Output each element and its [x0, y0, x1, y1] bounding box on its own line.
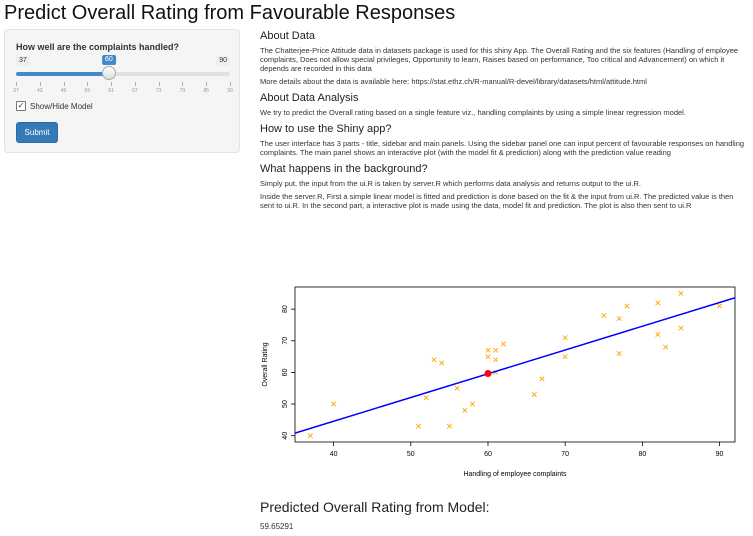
x-tick-label: 40: [330, 451, 338, 458]
data-point: [493, 347, 499, 353]
submit-button[interactable]: Submit: [16, 122, 58, 143]
slider-min-label: 37: [16, 56, 30, 66]
slider-label: How well are the complaints handled?: [16, 42, 180, 52]
show-model-checkbox[interactable]: ✓: [16, 101, 26, 111]
slider-grid-tick: [182, 82, 184, 86]
slider-grid-tick: [63, 82, 65, 86]
y-axis-label: Overall Rating: [262, 342, 269, 386]
x-tick-label: 80: [638, 451, 646, 458]
data-point: [663, 344, 669, 350]
plot-frame: [294, 286, 736, 443]
slider-grid-tick: [39, 82, 41, 86]
data-point: [678, 290, 684, 296]
slider-grid-label: 49: [60, 88, 67, 94]
slider-grid-tick: [87, 82, 89, 86]
y-tick-label: 70: [282, 337, 289, 345]
slider-value-label: 60: [101, 55, 116, 65]
data-point: [531, 392, 537, 398]
data-point: [485, 347, 491, 353]
y-tick-label: 40: [282, 432, 289, 440]
slider-grid-label: 85: [203, 88, 209, 94]
background-heading: What happens in the background?: [260, 163, 428, 175]
data-point: [446, 423, 452, 429]
slider-grid-label: 43: [36, 88, 43, 94]
data-point: [539, 376, 545, 382]
prediction-value: 59.65291: [260, 522, 294, 531]
data-point: [655, 300, 661, 306]
prediction-heading: Predicted Overall Rating from Model:: [260, 499, 490, 515]
background-text-1: Simply put, the input from the ui.R is t…: [260, 179, 642, 188]
how-to-heading: How to use the Shiny app?: [260, 123, 392, 135]
data-point: [462, 407, 468, 413]
slider-grid-label: 55: [84, 88, 91, 94]
data-point: [493, 357, 499, 363]
data-point: [415, 423, 422, 429]
show-model-checkbox-row[interactable]: ✓ Show/Hide Model: [16, 101, 93, 111]
slider-track[interactable]: [16, 72, 230, 76]
data-point: [485, 354, 491, 360]
about-data-link-text: More details about the data is available…: [260, 77, 647, 86]
data-point: [439, 360, 445, 366]
y-tick-label: 50: [282, 400, 289, 408]
main-panel: About Data The Chatterjee-Price Attitude…: [260, 30, 748, 210]
about-analysis-text: We try to predict the Overall rating bas…: [260, 108, 686, 117]
x-tick-label: 60: [484, 451, 492, 458]
data-point: [616, 350, 622, 356]
fit-line: [294, 297, 736, 434]
about-analysis-heading: About Data Analysis: [260, 92, 359, 104]
data-point: [678, 325, 684, 331]
regression-plot: 40 50 60 70 80 90 40 50 60 70 80 Handling of employ…: [262, 286, 736, 478]
data-point: [431, 357, 437, 363]
data-point: [601, 312, 607, 318]
show-model-label: Show/Hide Model: [30, 101, 93, 111]
data-point: [655, 331, 661, 337]
slider-grid-label: 67: [132, 88, 138, 94]
sidebar-panel: How well are the complaints handled? 37 …: [4, 29, 240, 153]
data-point: [500, 341, 506, 347]
slider-grid-tick: [230, 82, 231, 86]
data-point: [624, 303, 630, 309]
x-axis-label: Handling of employee complaints: [463, 471, 567, 478]
slider-fill: [16, 72, 109, 76]
about-data-text: The Chatterjee-Price Attitude data in da…: [260, 46, 739, 73]
slider-grid-label: 73: [155, 88, 162, 94]
slider-grid-tick: [111, 82, 113, 86]
background-text-2: Inside the server.R, First a simple line…: [260, 192, 734, 210]
data-point: [562, 335, 568, 341]
data-point: [423, 395, 429, 401]
data-point: [616, 316, 622, 322]
slider-grid-label: 37: [13, 88, 19, 94]
data-point: [717, 303, 723, 309]
data-point: [562, 354, 568, 360]
app-title: Predict Overall Rating from Favourable R…: [4, 2, 456, 24]
slider-handle[interactable]: [101, 66, 116, 80]
slider-grid-tick: [134, 82, 136, 86]
data-point: [307, 433, 313, 439]
prediction-point: [484, 370, 492, 378]
slider-grid-label: 79: [179, 88, 186, 94]
x-tick-label: 70: [561, 451, 569, 458]
slider-grid-tick: [206, 82, 208, 86]
y-tick-label: 80: [282, 305, 289, 313]
slider-grid-label: 61: [108, 88, 114, 94]
y-tick-label: 60: [282, 368, 289, 376]
slider-grid-tick: [158, 82, 160, 86]
complaints-slider[interactable]: 37 90 60 37 43 49 55 61 67 73 79 85 90: [13, 55, 233, 106]
data-point: [470, 401, 476, 407]
data-point: [331, 401, 337, 407]
slider-max-label: 90: [216, 56, 230, 66]
slider-grid-label: 90: [227, 88, 233, 94]
x-tick-label: 90: [716, 451, 724, 458]
x-tick-label: 50: [407, 451, 415, 458]
data-point: [454, 385, 460, 391]
about-data-heading: About Data: [260, 30, 316, 42]
slider-grid: [16, 82, 231, 88]
how-to-text: The user interface has 3 parts - title, …: [260, 139, 745, 157]
slider-grid-tick: [16, 82, 17, 86]
